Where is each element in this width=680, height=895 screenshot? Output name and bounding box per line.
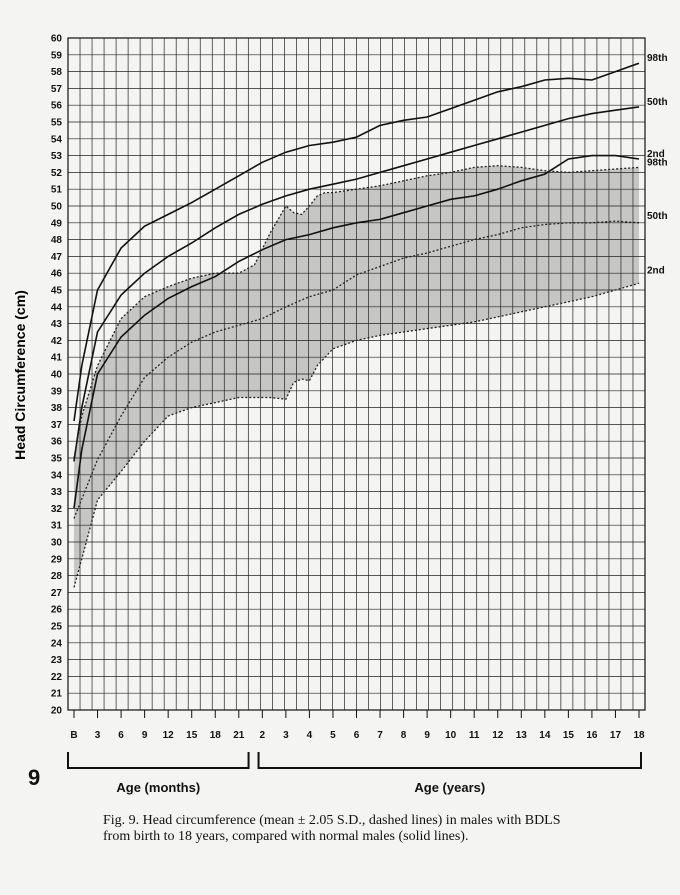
x-tick-label: 9 xyxy=(424,730,430,741)
y-tick-label: 54 xyxy=(51,134,63,145)
x-tick-label: 12 xyxy=(163,730,175,741)
x-tick-label: 12 xyxy=(492,730,504,741)
x-tick-label: 6 xyxy=(354,730,360,741)
y-tick-label: 24 xyxy=(51,638,63,649)
y-tick-label: 21 xyxy=(51,689,63,700)
y-tick-label: 30 xyxy=(51,538,63,549)
y-tick-label: 49 xyxy=(51,218,63,229)
y-tick-label: 22 xyxy=(51,672,63,683)
x-tick-label: 7 xyxy=(377,730,383,741)
y-tick-label: 46 xyxy=(51,269,63,280)
y-tick-label: 47 xyxy=(51,252,63,263)
y-tick-label: 43 xyxy=(51,319,63,330)
figure-caption: Fig. 9. Head circumference (mean ± 2.05 … xyxy=(103,813,561,844)
y-tick-label: 59 xyxy=(51,50,63,61)
y-tick-label: 36 xyxy=(51,437,63,448)
y-tick-label: 32 xyxy=(51,504,63,515)
x-tick-label: 13 xyxy=(516,730,528,741)
y-tick-labels: 20 21 22 23 24 25 26 27 28 29 30 31 32 33 34 35 36 37 38 39… xyxy=(51,34,63,717)
y-tick-label: 23 xyxy=(51,655,63,666)
x-group-brackets: Age (months) Age (years) xyxy=(67,752,642,795)
y-tick-label: 50 xyxy=(51,202,63,213)
y-tick-label: 57 xyxy=(51,84,63,95)
x-tick-labels: B 3 6 9 12 15 18 21 2 3 4 5 6 7 8 9 10 11 12 13 14 15 16 17 18 xyxy=(70,710,645,741)
x-group-bracket xyxy=(67,752,250,769)
x-tick-label: 21 xyxy=(233,730,245,741)
x-tick-label: 2 xyxy=(260,730,266,741)
bdls-98th-label: 98th xyxy=(647,157,668,168)
x-group-label: Age (months) xyxy=(116,780,200,795)
y-tick-label: 52 xyxy=(51,168,63,179)
y-tick-label: 31 xyxy=(51,521,63,532)
y-tick-label: 37 xyxy=(51,420,63,431)
y-tick-label: 51 xyxy=(51,185,63,196)
normal-50th-line xyxy=(73,106,640,462)
x-group-bracket xyxy=(257,752,642,769)
bdls-2nd-label: 2nd xyxy=(647,265,665,276)
y-tick-label: 56 xyxy=(51,101,63,112)
y-tick-label: 58 xyxy=(51,67,63,78)
y-tick-label: 41 xyxy=(51,353,63,364)
x-tick-label: 11 xyxy=(469,730,480,741)
y-tick-label: 20 xyxy=(51,706,63,717)
x-tick-label: 9 xyxy=(142,730,148,741)
y-tick-label: 55 xyxy=(51,118,63,129)
head-circumference-chart: 2021222324252627282930313233343536373839… xyxy=(12,34,668,796)
y-tick-label: 25 xyxy=(51,622,63,633)
normal-2nd-line xyxy=(73,154,640,509)
bdls-2nd-line xyxy=(73,282,640,588)
normal-98th-label: 98th xyxy=(647,53,668,64)
bdls-98th-line xyxy=(73,165,640,459)
y-axis-label: Head Circumference (cm) xyxy=(12,290,28,460)
bdls-range-area xyxy=(74,165,639,588)
x-tick-label: 6 xyxy=(118,730,124,741)
x-tick-label: 18 xyxy=(210,730,222,741)
y-tick-label: 27 xyxy=(51,588,63,599)
y-tick-label: 29 xyxy=(51,554,63,565)
x-tick-label: 14 xyxy=(539,730,551,741)
normal-98th-line xyxy=(73,62,640,422)
y-tick-label: 35 xyxy=(51,454,63,465)
y-tick-label: 38 xyxy=(51,403,63,414)
bdls-50th-label: 50th xyxy=(647,211,668,222)
y-tick-label: 34 xyxy=(51,470,63,481)
normal-2nd-label: 2nd xyxy=(647,149,665,160)
y-tick-label: 48 xyxy=(51,235,63,246)
y-tick-label: 33 xyxy=(51,487,63,498)
x-tick-label: B xyxy=(70,730,77,741)
y-tick-label: 28 xyxy=(51,571,63,582)
y-tick-label: 60 xyxy=(51,34,63,45)
x-tick-label: 5 xyxy=(330,730,336,741)
bdls-50th-line xyxy=(73,220,640,519)
y-tick-label: 42 xyxy=(51,336,63,347)
x-tick-label: 18 xyxy=(633,730,645,741)
chart-series xyxy=(73,62,640,588)
y-tick-label: 44 xyxy=(51,302,63,313)
y-tick-label: 40 xyxy=(51,370,63,381)
x-tick-label: 15 xyxy=(563,730,575,741)
x-tick-label: 17 xyxy=(610,730,622,741)
x-group-label: Age (years) xyxy=(414,780,485,795)
y-tick-label: 53 xyxy=(51,151,63,162)
y-tick-label: 39 xyxy=(51,386,63,397)
chart-grid xyxy=(67,37,646,711)
x-tick-label: 4 xyxy=(307,730,313,741)
x-tick-label: 15 xyxy=(186,730,198,741)
page-number: 9 xyxy=(28,765,41,790)
x-tick-label: 3 xyxy=(95,730,101,741)
bdls-shaded-band xyxy=(74,165,639,588)
x-tick-label: 16 xyxy=(586,730,598,741)
x-tick-label: 8 xyxy=(401,730,407,741)
y-tick-label: 45 xyxy=(51,286,63,297)
y-tick-label: 26 xyxy=(51,605,63,616)
normal-50th-label: 50th xyxy=(647,97,668,108)
x-tick-label: 10 xyxy=(445,730,457,741)
x-tick-label: 3 xyxy=(283,730,289,741)
